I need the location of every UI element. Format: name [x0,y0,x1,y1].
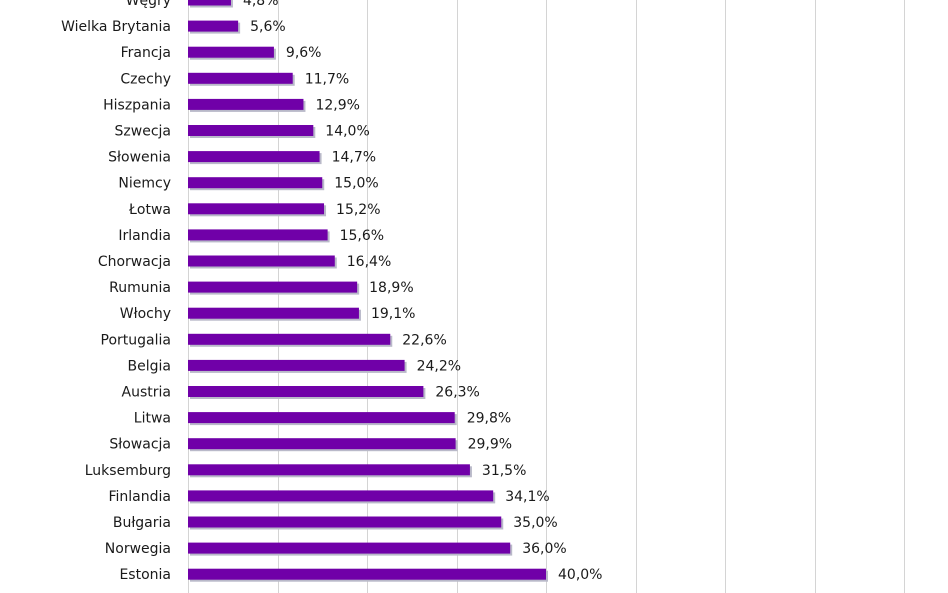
category-label: Estonia [119,567,171,583]
category-label: Czechy [120,71,171,87]
category-label: Finlandia [109,489,172,505]
category-label: Belgia [128,358,171,374]
category-label: Austria [122,385,171,401]
value-label: 15,0% [334,176,378,192]
category-label: Niemcy [118,176,171,192]
category-label: Szwecja [115,124,171,140]
category-label: Bułgaria [113,515,171,531]
bar [188,255,335,267]
bar [188,46,274,58]
category-label: Irlandia [118,228,171,244]
category-label: Norwegia [105,541,171,557]
bar [188,281,358,293]
value-label: 26,3% [435,385,479,401]
value-label: 40,0% [558,567,602,583]
value-label: 15,6% [340,228,384,244]
value-label: 14,0% [325,124,369,140]
value-label: 15,2% [336,202,380,218]
value-label: 24,2% [417,358,461,374]
bar [188,125,314,136]
bar [188,490,494,502]
bar [188,438,456,450]
category-label: Chorwacja [98,254,171,270]
value-label: 29,9% [468,437,512,453]
value-label: 11,7% [305,71,349,87]
value-label: 31,5% [482,463,526,479]
category-label: Litwa [134,411,171,427]
value-label: 36,0% [522,541,566,557]
value-label: 35,0% [513,515,557,531]
value-label: 4,8% [243,0,279,9]
category-label: Słowacja [109,437,171,453]
bar [188,359,405,371]
value-label: 9,6% [286,45,322,61]
value-label: 22,6% [402,332,446,348]
value-label: 34,1% [505,489,549,505]
bar [188,20,239,32]
category-label: Luksemburg [85,463,171,479]
bar [188,464,470,476]
bar [188,412,455,424]
bar [188,568,546,580]
bar [188,542,511,554]
category-label: Słowenia [108,150,171,166]
category-label: Włochy [120,306,171,322]
category-label: Francja [121,45,171,61]
bar [188,516,502,528]
bar [188,386,424,397]
category-label: Portugalia [101,332,171,348]
category-label: Łotwa [128,202,171,218]
bar [188,98,304,110]
bar [188,72,293,84]
bar [188,333,391,345]
bar [188,151,320,163]
category-label: Węgry [126,0,171,9]
category-label: Rumunia [109,280,171,296]
value-label: 5,6% [250,19,286,35]
value-label: 12,9% [315,97,359,113]
bar [188,307,359,319]
category-label: Hiszpania [103,97,171,113]
value-label: 29,8% [467,411,511,427]
value-label: 14,7% [332,150,376,166]
bar [188,177,323,189]
value-label: 19,1% [371,306,415,322]
category-label: Wielka Brytania [61,19,171,35]
bar [188,203,325,215]
bar [188,0,231,6]
value-label: 16,4% [347,254,391,270]
bar [188,229,328,241]
value-label: 18,9% [369,280,413,296]
